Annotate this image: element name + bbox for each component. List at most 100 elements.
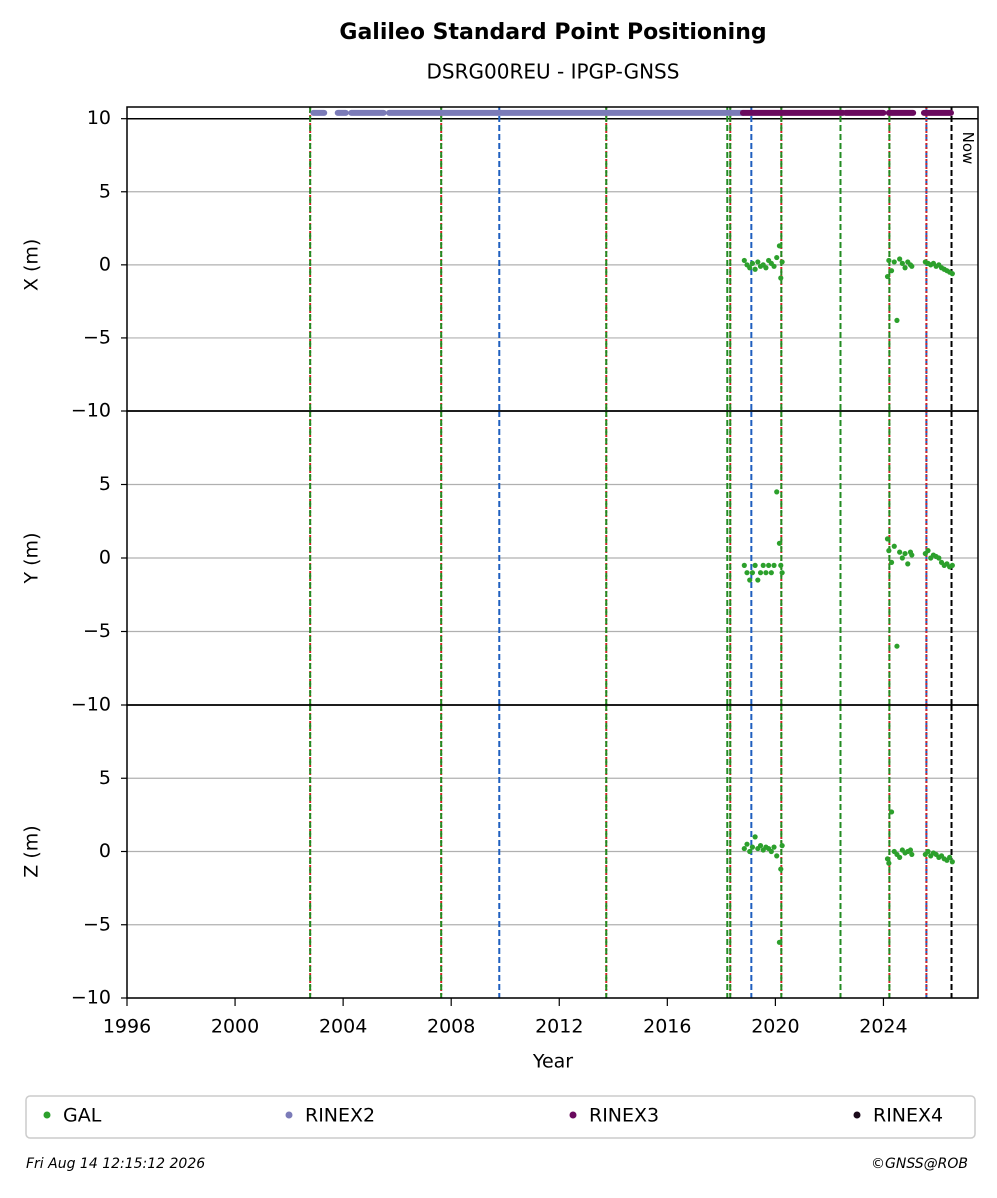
legend-marker [853, 1111, 861, 1119]
x-tick-label: 2012 [535, 1016, 583, 1038]
legend-box [25, 1095, 976, 1139]
y-tick-label: −5 [83, 620, 111, 642]
gal-point [749, 260, 756, 266]
gal-point [741, 845, 747, 852]
gal-point [886, 257, 892, 264]
gal-point [771, 263, 777, 269]
gal-point [779, 570, 785, 576]
gal-point [949, 859, 955, 865]
gal-point [752, 562, 758, 568]
chart-subtitle: DSRG00REU - IPGP-GNSS [427, 60, 680, 84]
x-tick-label: 2004 [319, 1016, 367, 1038]
x-tick-label: 2008 [427, 1016, 475, 1038]
y-tick-label: 5 [99, 473, 111, 495]
gal-point [747, 265, 753, 271]
gal-point [778, 866, 784, 872]
gal-point [774, 853, 780, 859]
gal-point [768, 570, 774, 576]
x-tick-label: 2000 [211, 1016, 259, 1038]
y-tick-label: −5 [83, 913, 111, 935]
now-label: Now [959, 132, 977, 165]
gal-point [949, 271, 955, 277]
y-axis-label: X (m) [21, 239, 43, 291]
y-tick-label: −10 [71, 694, 111, 716]
y-tick-label: 10 [87, 107, 111, 129]
legend-label: RINEX4 [873, 1105, 943, 1127]
gal-point [774, 254, 780, 261]
y-tick-label: −10 [71, 987, 111, 1009]
gal-point [886, 548, 892, 554]
gal-point [891, 543, 897, 549]
gal-point [778, 562, 784, 568]
gal-point [909, 851, 915, 858]
gal-point [749, 570, 756, 576]
gal-point [891, 259, 897, 265]
y-axis-label: Z (m) [21, 825, 43, 877]
gal-point [897, 549, 903, 555]
chart-title: Galileo Standard Point Positioning [339, 20, 766, 45]
gal-point [909, 263, 915, 269]
x-tick-label: 2016 [643, 1016, 691, 1038]
gal-point [899, 555, 905, 561]
gal-point [947, 854, 953, 860]
legend-label: GAL [63, 1105, 102, 1127]
y-tick-label: 0 [99, 840, 111, 862]
gal-point [771, 844, 777, 850]
gal-point [776, 243, 783, 249]
gal-point [755, 259, 761, 265]
gal-point [884, 856, 891, 862]
gal-point [907, 847, 914, 853]
gal-point [776, 540, 783, 546]
legend-label: RINEX3 [589, 1105, 659, 1127]
gal-point [888, 559, 895, 566]
gal-point [760, 562, 766, 568]
gal-point [886, 860, 892, 866]
gal-point [925, 548, 931, 554]
gal-point [897, 256, 903, 262]
legend-marker [285, 1111, 293, 1119]
gal-point [949, 562, 955, 568]
gal-point [744, 841, 750, 847]
gal-point [888, 268, 895, 274]
x-tick-label: 2024 [859, 1016, 907, 1038]
gal-point [757, 570, 764, 576]
y-tick-label: 0 [99, 253, 111, 275]
gal-point [902, 265, 908, 271]
legend-label: RINEX2 [305, 1105, 375, 1127]
gal-point [747, 577, 753, 583]
y-tick-label: −5 [83, 326, 111, 348]
gal-point [755, 577, 761, 583]
footer-date: Fri Aug 14 12:15:12 2026 [26, 1156, 205, 1172]
gal-point [884, 273, 891, 280]
gal-point [768, 848, 774, 855]
x-axis-label: Year [532, 1051, 573, 1073]
y-axis-label: Y (m) [21, 533, 43, 585]
y-tick-label: 5 [99, 180, 111, 202]
gal-point [909, 552, 915, 558]
gal-point [899, 260, 905, 266]
gal-point [925, 848, 931, 855]
legend-marker [569, 1111, 577, 1119]
panel-frame [126, 106, 979, 412]
gal-point [744, 570, 750, 576]
gal-point [884, 536, 891, 542]
gal-point [774, 489, 780, 495]
gal-point [747, 848, 753, 855]
gal-point [897, 854, 903, 860]
y-tick-label: 0 [99, 547, 111, 569]
gal-point [888, 809, 895, 815]
legend-marker [43, 1111, 51, 1119]
gal-point [752, 266, 758, 272]
y-tick-label: 5 [99, 767, 111, 789]
gal-point [763, 570, 769, 576]
footer-credit: ©GNSS@ROB [871, 1156, 968, 1172]
gal-point [766, 562, 772, 568]
gal-point [902, 550, 908, 557]
gal-point [778, 275, 784, 281]
gal-point [776, 939, 783, 945]
gal-point [763, 265, 769, 271]
gal-point [749, 844, 756, 850]
panel-frame [126, 704, 979, 999]
gal-point [905, 561, 911, 567]
x-tick-label: 2020 [751, 1016, 799, 1038]
